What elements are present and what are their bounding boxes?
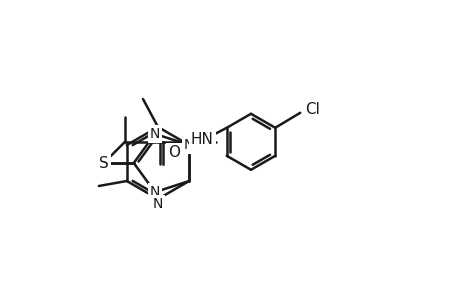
- Text: HN: HN: [188, 132, 210, 147]
- Text: N: N: [152, 197, 163, 211]
- Text: O: O: [168, 145, 179, 160]
- Text: S: S: [99, 155, 108, 170]
- Text: N: N: [150, 185, 160, 199]
- Text: N: N: [150, 127, 160, 141]
- Text: Cl: Cl: [305, 102, 319, 117]
- Text: N: N: [184, 138, 194, 152]
- Text: N: N: [151, 189, 162, 203]
- Text: O: O: [167, 145, 179, 160]
- Text: Cl: Cl: [305, 102, 319, 117]
- Text: N: N: [185, 134, 196, 148]
- Text: HN: HN: [190, 132, 213, 147]
- Text: S: S: [98, 155, 108, 170]
- Text: S: S: [99, 155, 108, 170]
- Text: N: N: [151, 125, 162, 139]
- Text: N: N: [152, 199, 163, 213]
